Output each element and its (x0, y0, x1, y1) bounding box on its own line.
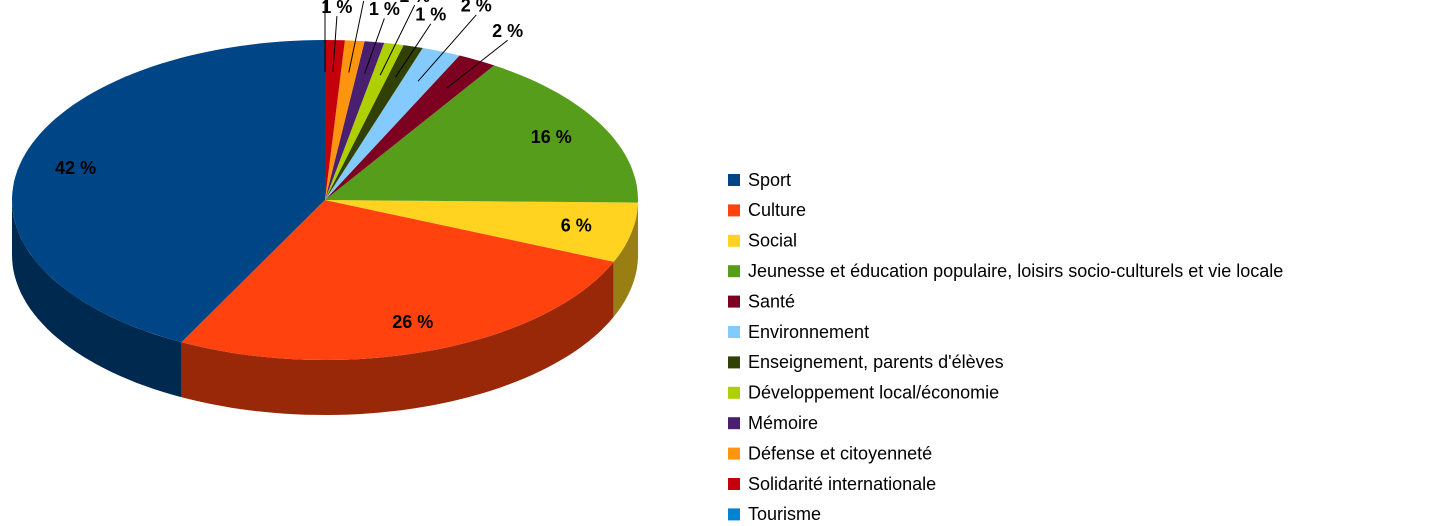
slice (325, 42, 404, 201)
leader-line (364, 18, 385, 74)
legend-label: Enseignement, parents d'élèves (748, 352, 1004, 372)
legend-label: Tourisme (748, 504, 821, 524)
legend-swatch (728, 265, 740, 278)
legend-swatch (728, 326, 740, 338)
legend-label: Mémoire (748, 413, 818, 433)
slice (181, 200, 614, 360)
legend-label: Social (748, 231, 797, 251)
legend-swatch (728, 356, 740, 369)
data-label: 0 % (309, 0, 340, 1)
legend-label: Défense et citoyenneté (748, 443, 932, 463)
legend-swatch (728, 386, 740, 399)
legend-label: Sport (748, 170, 791, 190)
legend-label: Environnement (748, 322, 869, 342)
slice (325, 40, 345, 200)
legend-swatch (728, 295, 740, 308)
legend-swatch (728, 508, 740, 521)
slice (12, 40, 325, 343)
legend-label: Solidarité internationale (748, 474, 936, 494)
slice (325, 41, 385, 200)
legend-label: Développement local/économie (748, 383, 999, 403)
legend-swatch (728, 234, 740, 247)
legend-label: Santé (748, 291, 795, 311)
data-label: 26 % (392, 312, 433, 332)
data-label: 2 % (492, 21, 523, 41)
slice (325, 65, 638, 203)
leader-line (348, 0, 365, 73)
data-label: 1 % (399, 0, 430, 6)
data-label: 6 % (561, 216, 592, 236)
legend-swatch (728, 447, 740, 460)
data-label: 42 % (55, 158, 96, 178)
leader-line (417, 14, 477, 82)
data-label: 1 % (321, 0, 352, 17)
data-label: 2 % (461, 0, 492, 16)
slice (325, 48, 460, 200)
slice (325, 55, 495, 200)
data-label: 16 % (531, 127, 572, 147)
legend-label: Jeunesse et éducation populaire, loisirs… (748, 261, 1283, 281)
slice (325, 45, 423, 200)
legend-swatch (728, 417, 740, 430)
data-label: 1 % (369, 0, 400, 19)
data-label: 1 % (415, 5, 446, 25)
legend-swatch (728, 204, 740, 217)
slice-side (181, 261, 614, 415)
leader-line (379, 4, 416, 76)
legend-swatch (728, 174, 740, 186)
slice (325, 200, 638, 262)
slice-side (12, 200, 182, 398)
leader-line (395, 23, 432, 78)
data-label: 1 % (348, 0, 379, 2)
leader-line (446, 39, 508, 89)
slice-side (613, 202, 638, 317)
legend-label: Culture (748, 200, 806, 220)
leader-line (332, 16, 338, 73)
slice (325, 40, 365, 200)
legend-swatch (728, 478, 740, 490)
